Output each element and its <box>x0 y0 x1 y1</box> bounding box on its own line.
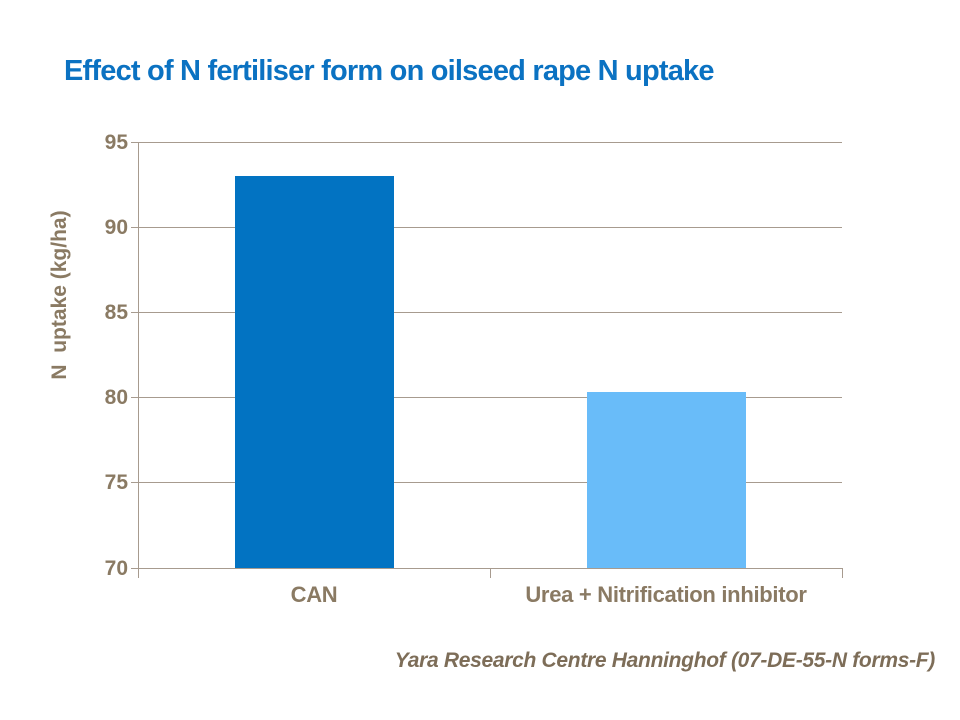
bar-can <box>234 176 394 568</box>
x-axis-tick <box>841 568 843 578</box>
x-axis-tick <box>137 568 139 578</box>
y-tick-label: 80 <box>104 386 128 410</box>
y-tick-label: 95 <box>104 130 128 154</box>
chart-title: Effect of N fertiliser form on oilseed r… <box>64 55 715 87</box>
gridline <box>131 397 842 399</box>
bar-urea-nitrification-inhibitor <box>586 392 746 568</box>
gridline <box>131 141 842 143</box>
gridline <box>131 482 842 484</box>
gridline <box>131 311 842 313</box>
y-tick-label: 70 <box>104 556 128 580</box>
gridline <box>131 226 842 228</box>
y-axis-line <box>138 142 139 568</box>
x-axis-tick <box>489 568 491 578</box>
x-category-label: CAN <box>290 582 338 607</box>
plot-area <box>131 141 843 578</box>
y-tick-label: 75 <box>104 471 128 495</box>
gridline <box>131 567 842 569</box>
y-tick-label: 85 <box>104 300 128 324</box>
x-category-label: Urea + Nitrification inhibitor <box>525 582 807 607</box>
source-credit: Yara Research Centre Hanninghof (07-DE-5… <box>394 649 936 672</box>
y-tick-label: 90 <box>104 215 128 239</box>
